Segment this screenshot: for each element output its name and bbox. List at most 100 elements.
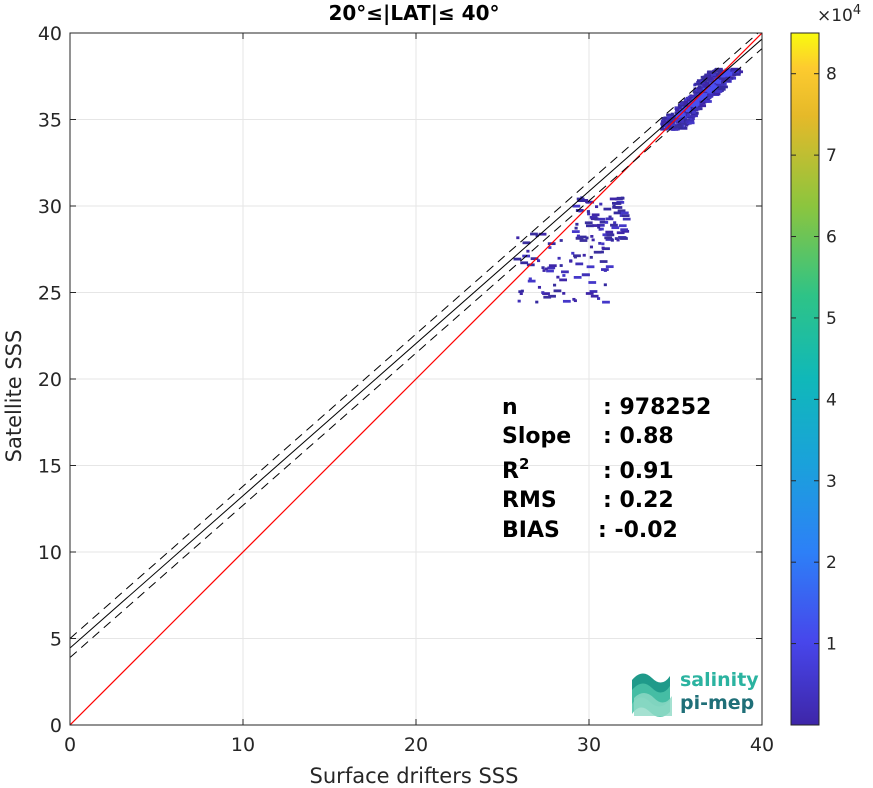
density-cell <box>520 289 524 293</box>
stat-label-bias: BIAS <box>502 518 560 543</box>
density-cell <box>585 236 589 240</box>
density-cell <box>694 82 703 86</box>
density-cell <box>715 67 723 71</box>
density-cell <box>700 82 709 85</box>
density-cell <box>620 237 628 240</box>
colorbar-exponent: ×104 <box>817 3 861 26</box>
density-cell <box>700 75 709 79</box>
density-cell <box>714 90 723 93</box>
density-cell <box>703 84 711 87</box>
density-cell <box>541 291 545 294</box>
density-cell <box>548 246 552 249</box>
density-cell-core <box>720 73 726 78</box>
density-cell <box>556 275 560 279</box>
density-cell-core <box>724 72 730 77</box>
density-cell <box>665 117 669 121</box>
density-cell <box>590 294 599 298</box>
density-cell <box>680 102 684 105</box>
density-cell <box>599 220 608 224</box>
density-cell <box>518 290 522 294</box>
density-cell <box>620 211 629 215</box>
density-cell <box>617 209 626 213</box>
density-cell <box>710 72 714 76</box>
density-cell <box>705 97 709 101</box>
density-cell <box>578 209 582 213</box>
density-cell <box>597 217 606 221</box>
density-cell <box>663 116 667 120</box>
colorbar-tick-label: 8 <box>826 65 837 85</box>
colorbar-tick-label: 2 <box>826 553 837 573</box>
density-cell <box>621 214 630 218</box>
density-cell <box>683 118 687 122</box>
density-cell <box>660 127 668 131</box>
density-cell <box>712 73 716 76</box>
density-cell <box>562 274 566 277</box>
density-cell <box>605 220 609 224</box>
colorbar-tick-label: 6 <box>826 228 837 248</box>
density-cell <box>686 98 691 102</box>
density-cell <box>713 82 717 86</box>
density-cell <box>584 221 593 225</box>
density-cell <box>586 200 595 204</box>
density-cell <box>578 235 587 239</box>
density-cell <box>597 297 601 300</box>
density-cell <box>557 256 561 260</box>
density-cell <box>526 249 530 253</box>
fit-line <box>70 38 762 649</box>
density-cell <box>616 231 625 235</box>
density-cell <box>692 90 696 94</box>
density-cell <box>602 247 610 251</box>
density-cell <box>685 96 689 100</box>
density-cell <box>664 124 668 128</box>
chart-title: 20°≤|LAT|≤ 40° <box>328 1 499 25</box>
density-cell <box>670 117 679 120</box>
y-axis-label: Satellite SSS <box>2 330 26 463</box>
density-cell <box>576 234 580 238</box>
density-cell <box>680 120 685 124</box>
density-cell <box>699 104 703 107</box>
density-cell <box>688 109 697 112</box>
density-cell <box>609 197 618 201</box>
density-cell <box>602 300 610 304</box>
density-cell <box>720 85 728 89</box>
density-cell <box>543 295 552 299</box>
density-cell <box>588 281 597 284</box>
density-cell <box>692 114 696 118</box>
density-cell-core <box>679 109 685 114</box>
density-cell <box>586 265 595 269</box>
density-cell <box>542 269 546 272</box>
density-cell <box>528 277 532 281</box>
density-cell <box>666 120 675 124</box>
logo-text-pi-mep: pi-mep <box>680 692 754 714</box>
density-cell <box>702 101 706 105</box>
density-cell <box>730 77 734 80</box>
density-cell <box>594 217 598 221</box>
density-cell <box>559 239 563 242</box>
density-cell <box>615 197 623 201</box>
density-cell <box>697 85 701 89</box>
stat-label-n: n <box>502 395 518 420</box>
density-cell <box>589 255 593 259</box>
density-cell <box>530 257 539 261</box>
density-cell <box>562 291 566 295</box>
density-cell <box>670 112 674 116</box>
density-cell <box>674 124 683 128</box>
density-cell-core <box>675 113 681 118</box>
density-cell <box>613 211 622 215</box>
density-cell <box>610 238 614 242</box>
density-cell <box>573 299 577 303</box>
density-cell <box>686 114 691 117</box>
y-tick-label: 5 <box>50 629 62 651</box>
density-cell <box>712 92 721 96</box>
density-cell <box>691 117 695 121</box>
density-cell-core <box>707 87 713 92</box>
density-cell <box>538 232 547 236</box>
logo-wave-icon <box>632 673 672 717</box>
density-cell <box>590 234 594 238</box>
density-cell <box>704 76 713 80</box>
density-cell <box>611 226 620 230</box>
density-cell <box>522 241 531 245</box>
density-cell <box>661 120 670 124</box>
density-cell <box>559 264 563 267</box>
